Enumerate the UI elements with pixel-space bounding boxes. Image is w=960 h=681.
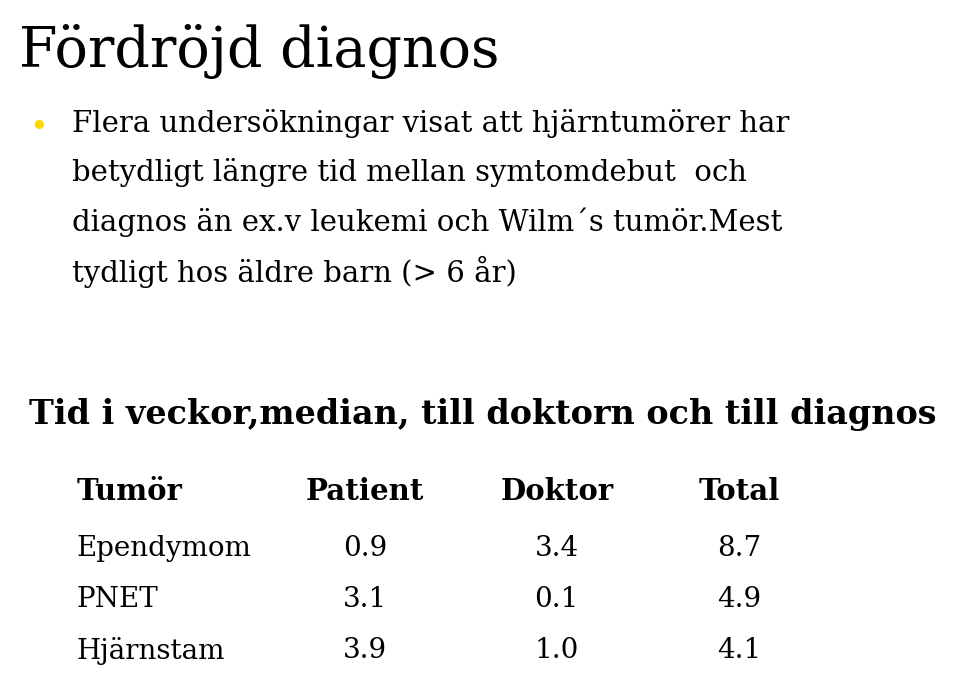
Text: Ependymom: Ependymom — [77, 535, 252, 562]
Text: Patient: Patient — [305, 477, 424, 506]
Text: 8.7: 8.7 — [717, 535, 761, 562]
Text: Total: Total — [699, 477, 780, 506]
Text: 3.4: 3.4 — [535, 535, 579, 562]
Text: 4.9: 4.9 — [717, 586, 761, 613]
Text: tydligt hos äldre barn (> 6 år): tydligt hos äldre barn (> 6 år) — [72, 256, 516, 288]
Text: 1.0: 1.0 — [535, 637, 579, 664]
Text: 4.1: 4.1 — [717, 637, 761, 664]
Text: Tumör: Tumör — [77, 477, 182, 506]
Text: Doktor: Doktor — [500, 477, 613, 506]
Text: Flera undersökningar visat att hjärntumörer har: Flera undersökningar visat att hjärntumö… — [72, 109, 789, 138]
Text: PNET: PNET — [77, 586, 158, 613]
Text: •: • — [29, 112, 48, 144]
Text: diagnos än ex.v leukemi och Wilm´s tumör.Mest: diagnos än ex.v leukemi och Wilm´s tumör… — [72, 207, 782, 236]
Text: 0.9: 0.9 — [343, 535, 387, 562]
Text: 3.9: 3.9 — [343, 637, 387, 664]
Text: Hjärnstam: Hjärnstam — [77, 637, 226, 665]
Text: Fördröjd diagnos: Fördröjd diagnos — [19, 24, 500, 79]
Text: betydligt längre tid mellan symtomdebut  och: betydligt längre tid mellan symtomdebut … — [72, 158, 747, 187]
Text: 0.1: 0.1 — [535, 586, 579, 613]
Text: 3.1: 3.1 — [343, 586, 387, 613]
Text: Tid i veckor,median, till doktorn och till diagnos: Tid i veckor,median, till doktorn och ti… — [29, 398, 936, 431]
